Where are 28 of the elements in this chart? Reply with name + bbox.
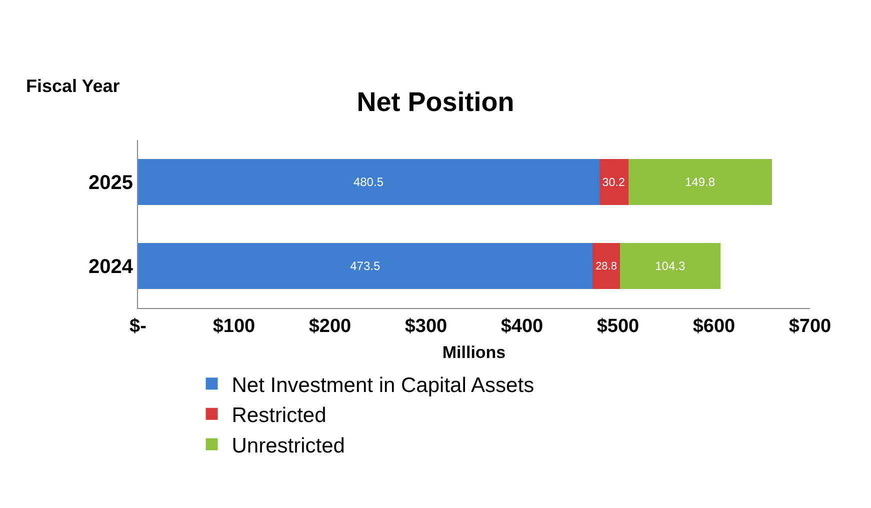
x-tick-label: $200	[308, 316, 352, 337]
chart-title: Net Position	[356, 87, 514, 118]
x-tick-label: $500	[596, 316, 640, 337]
y-axis-title: Fiscal Year	[26, 76, 120, 96]
data-label: 28.8	[596, 260, 617, 273]
legend-label: Restricted	[232, 404, 326, 428]
bar	[599, 158, 628, 206]
bar	[138, 242, 593, 290]
bar	[138, 158, 600, 206]
legend-label: Unrestricted	[232, 434, 345, 458]
x-tick-label: $-	[130, 316, 146, 337]
data-label: 149.8	[684, 175, 716, 189]
bar	[628, 158, 772, 206]
x-tick-label: $100	[212, 316, 256, 337]
x-tick-label: $600	[692, 316, 736, 337]
data-label: 104.3	[655, 259, 686, 273]
y-tick-label: 2025	[88, 172, 133, 194]
x-tick-label: $400	[500, 316, 544, 337]
x-tick-label: $300	[404, 316, 448, 337]
x-axis-title: Millions	[442, 343, 506, 362]
bar	[592, 242, 620, 290]
data-label: 30.2	[602, 176, 625, 189]
legend-label: Net Investment in Capital Assets	[232, 374, 534, 397]
y-tick-label: 2024	[88, 256, 134, 278]
bar	[620, 242, 720, 290]
data-label: 480.5	[353, 175, 384, 189]
x-tick-label: $700	[788, 316, 832, 337]
data-label: 473.5	[350, 259, 380, 273]
